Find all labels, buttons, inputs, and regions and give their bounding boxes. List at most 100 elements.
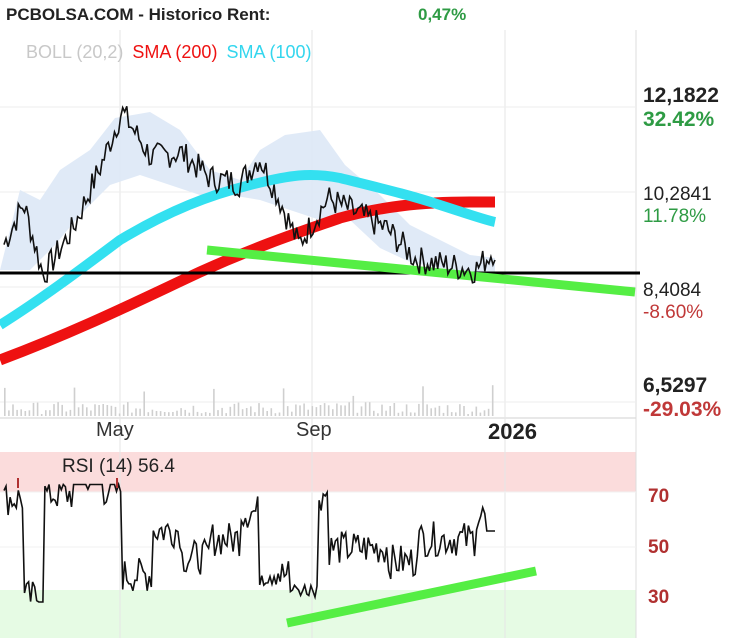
volume-bar	[225, 413, 227, 416]
price-value: 6,5297	[643, 374, 708, 397]
volume-bar	[340, 405, 342, 416]
price-value: 8,4084	[643, 280, 702, 301]
volume-bar	[114, 406, 117, 416]
volume-bar	[438, 405, 441, 416]
volume-bar	[40, 414, 43, 416]
volume-bar	[446, 405, 449, 416]
volume-bar	[483, 410, 486, 416]
volume-bar	[430, 408, 432, 416]
price-pct: -29.03%	[643, 398, 722, 421]
volume-bar	[12, 404, 14, 416]
volume-bar	[393, 403, 396, 416]
volume-bar	[295, 404, 297, 416]
rsi-level-70: 70	[648, 486, 670, 507]
volume-bar	[49, 410, 51, 416]
volume-bar	[77, 407, 80, 416]
volume-bar	[200, 413, 203, 416]
volume-bar	[274, 413, 277, 416]
volume-bar	[414, 412, 416, 416]
price-value: 12,1822	[643, 84, 719, 107]
trendline-rsi	[286, 566, 537, 628]
volume-bar	[299, 405, 301, 416]
rsi-level-30: 30	[648, 587, 670, 608]
volume-bar	[28, 410, 31, 416]
volume-bar	[241, 409, 244, 416]
volume-bar	[147, 412, 150, 416]
volume-bar	[278, 412, 281, 416]
volume-bar	[32, 402, 35, 416]
volume-bar	[442, 412, 445, 416]
price-line	[3, 105, 496, 284]
volume-bar	[8, 410, 10, 416]
volume-bar	[327, 405, 330, 416]
volume-bar	[258, 403, 260, 416]
volume-bar	[397, 412, 400, 416]
volume-bar	[192, 405, 195, 416]
volume-bar	[303, 403, 305, 416]
price-value: 10,2841	[643, 184, 712, 205]
volume-bar	[455, 412, 457, 416]
volume-bar	[155, 411, 158, 416]
volume-bar	[479, 412, 482, 416]
volume-bar	[73, 387, 76, 416]
x-label-sep: Sep	[296, 419, 332, 441]
volume-bar	[102, 404, 104, 416]
volume-bar	[110, 405, 113, 416]
volume-bar	[315, 407, 318, 416]
volume-bar	[217, 410, 219, 416]
volume-bar	[319, 405, 322, 416]
panel-separator	[0, 418, 748, 452]
volume-bar	[286, 406, 289, 416]
chart-header: PCBOLSA.COM - Historico Rent: 0,47%	[0, 0, 748, 30]
volume-bar	[65, 411, 68, 416]
volume-bar	[188, 412, 191, 416]
volume-bar	[36, 402, 39, 416]
legend-boll: BOLL (20,2)	[26, 42, 124, 62]
rsi-level-50: 50	[648, 537, 670, 558]
volume-bar	[336, 403, 338, 416]
volume-bar	[487, 408, 490, 416]
volume-bar	[491, 385, 494, 416]
volume-bar	[168, 412, 170, 416]
volume-bar	[471, 411, 473, 416]
volume-bar	[221, 407, 223, 416]
sma100-line	[0, 169, 497, 330]
volume-bar	[4, 387, 6, 416]
volume-bar	[262, 407, 264, 416]
volume-bar	[24, 411, 27, 416]
volume-bar	[389, 406, 391, 416]
volume-bar	[332, 409, 334, 416]
volume-bar	[204, 412, 207, 416]
volume-bar	[20, 409, 22, 416]
volume-bar	[323, 403, 326, 416]
price-pct: -8.60%	[643, 302, 704, 323]
rsi-title: RSI (14) 56.4	[62, 456, 175, 477]
volume-bar	[282, 388, 285, 416]
volume-bar	[401, 411, 404, 416]
volume-bar	[254, 412, 256, 416]
price-pct: 11.78%	[643, 206, 707, 227]
x-label-may: May	[96, 419, 134, 441]
price-pct: 32.42%	[643, 108, 715, 131]
volume-bar	[364, 402, 367, 416]
volume-bar	[377, 413, 379, 416]
volume-bar	[434, 407, 437, 416]
bollinger-band	[0, 112, 495, 275]
price-label-1: 12,1822 32.42%	[643, 84, 719, 132]
volume-bar	[385, 410, 387, 416]
volume-bar	[250, 406, 252, 416]
sma200-line	[0, 196, 495, 366]
volume-bar	[229, 406, 232, 416]
volume-bar	[237, 402, 240, 416]
volume-bar	[94, 404, 96, 416]
chart-title: PCBOLSA.COM - Historico Rent:	[6, 5, 271, 24]
volume-bar	[209, 412, 211, 416]
volume-bar	[467, 414, 469, 416]
rent-value: 0,47%	[418, 5, 467, 24]
volume-bar	[463, 406, 465, 416]
legend-sma100: SMA (100)	[226, 42, 312, 62]
volume-bar	[143, 391, 145, 416]
legend-sma200: SMA (200)	[132, 42, 218, 62]
volume-bar	[180, 408, 182, 416]
volume-bar	[352, 395, 355, 416]
